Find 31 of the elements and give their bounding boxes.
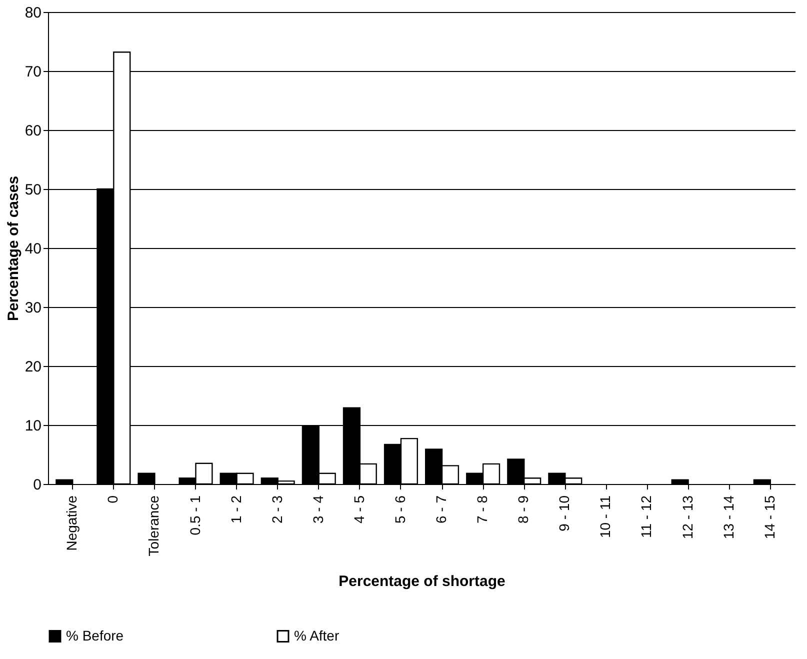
x-tick-label: 13 - 14 [720, 495, 736, 540]
x-tick-label: 10 - 11 [597, 495, 614, 538]
x-tick-label: 1 - 2 [228, 495, 244, 524]
x-tick-label: 8 - 9 [515, 495, 532, 524]
x-tick-label: 11 - 12 [638, 495, 654, 538]
y-tick-label: 70 [24, 64, 42, 80]
x-tick-label: 14 - 15 [761, 495, 778, 540]
x-tick-label: 4 - 5 [350, 495, 367, 524]
x-axis-title: Percentage of shortage [338, 573, 506, 590]
x-tick-label: 3 - 4 [310, 495, 326, 524]
x-tick-label: 0 [104, 495, 121, 504]
y-tick-label: 80 [24, 4, 42, 22]
y-axis-title: Percentage of cases [4, 176, 22, 322]
x-tick-label: Negative [64, 495, 80, 551]
x-tick-label: 7 - 8 [474, 495, 490, 524]
y-tick-label: 20 [24, 358, 42, 376]
x-tick-label: 2 - 3 [268, 495, 285, 524]
x-tick-label: 12 - 13 [679, 495, 696, 540]
y-tick-label: 60 [24, 122, 42, 140]
x-tick-label: 9 - 10 [556, 495, 572, 532]
x-tick-label: 6 - 7 [433, 495, 450, 524]
y-tick-label: 0 [33, 476, 42, 494]
y-tick-label: 10 [24, 418, 42, 434]
y-tick-label: 40 [24, 240, 42, 258]
x-tick-label: 0.5 - 1 [186, 495, 203, 536]
x-tick-label: Tolerance [146, 495, 162, 556]
legend-label: % Before [66, 627, 124, 644]
y-tick-label: 50 [24, 182, 42, 198]
x-tick-label: 5 - 6 [392, 495, 408, 524]
y-tick-label: 30 [24, 300, 42, 316]
legend-label: % After [294, 627, 340, 644]
